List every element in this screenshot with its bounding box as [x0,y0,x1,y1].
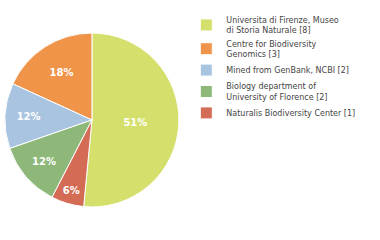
svg-text:6%: 6% [63,185,80,196]
svg-text:51%: 51% [123,117,147,128]
svg-text:12%: 12% [32,156,56,167]
svg-text:12%: 12% [17,111,41,122]
svg-text:Biology department ofUniversit: Biology department ofUniversity of Flore… [226,82,327,101]
svg-text:Naturalis Biodiversity Center: Naturalis Biodiversity Center [1] [226,109,355,118]
svg-text:Centre for BiodiversityGenomic: Centre for BiodiversityGenomics [3] [226,40,316,59]
svg-text:Mined from GenBank, NCBI [2]: Mined from GenBank, NCBI [2] [226,66,349,75]
svg-text:Universita di Firenze, Museodi: Universita di Firenze, Museodi Storia Na… [226,16,339,35]
svg-text:18%: 18% [49,67,73,78]
